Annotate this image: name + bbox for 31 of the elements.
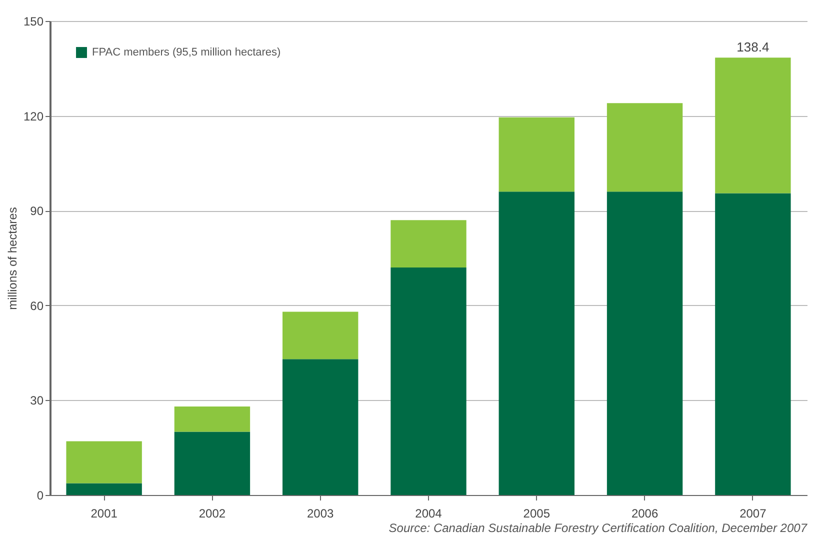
x-tick-label: 2007 [740,506,767,520]
bar [715,58,791,194]
y-tick-label: 0 [36,488,44,502]
bar [606,192,683,495]
bar [390,220,466,268]
x-tick-label: 2006 [631,506,658,520]
bar [66,441,142,484]
y-tick-label: 150 [23,14,44,28]
legend-label: FPAC members (95,5 million hectares) [92,46,281,58]
y-tick-label: 30 [30,394,44,408]
bar [66,483,142,495]
bar [498,192,574,495]
bar [390,267,466,495]
y-tick-label: 60 [30,298,44,313]
x-tick-label: 2003 [307,506,334,520]
x-tick-label: 2005 [523,506,550,520]
bar [606,103,683,192]
total-label: 138.4 [736,40,770,55]
bar [282,359,358,495]
bar [715,193,791,495]
y-tick-label: 90 [30,204,44,218]
source-note: Source: Canadian Sustainable Forestry Certification Coalition, December 2007 [388,521,808,535]
bar [282,312,358,360]
bar [174,406,250,432]
x-tick-label: 2002 [198,506,226,520]
y-axis-title: millions of hectares [5,207,20,310]
y-tick-label: 120 [23,109,44,124]
bar [498,117,574,192]
bar [174,432,250,495]
x-tick-label: 2001 [90,506,118,520]
x-tick-label: 2004 [415,506,442,520]
